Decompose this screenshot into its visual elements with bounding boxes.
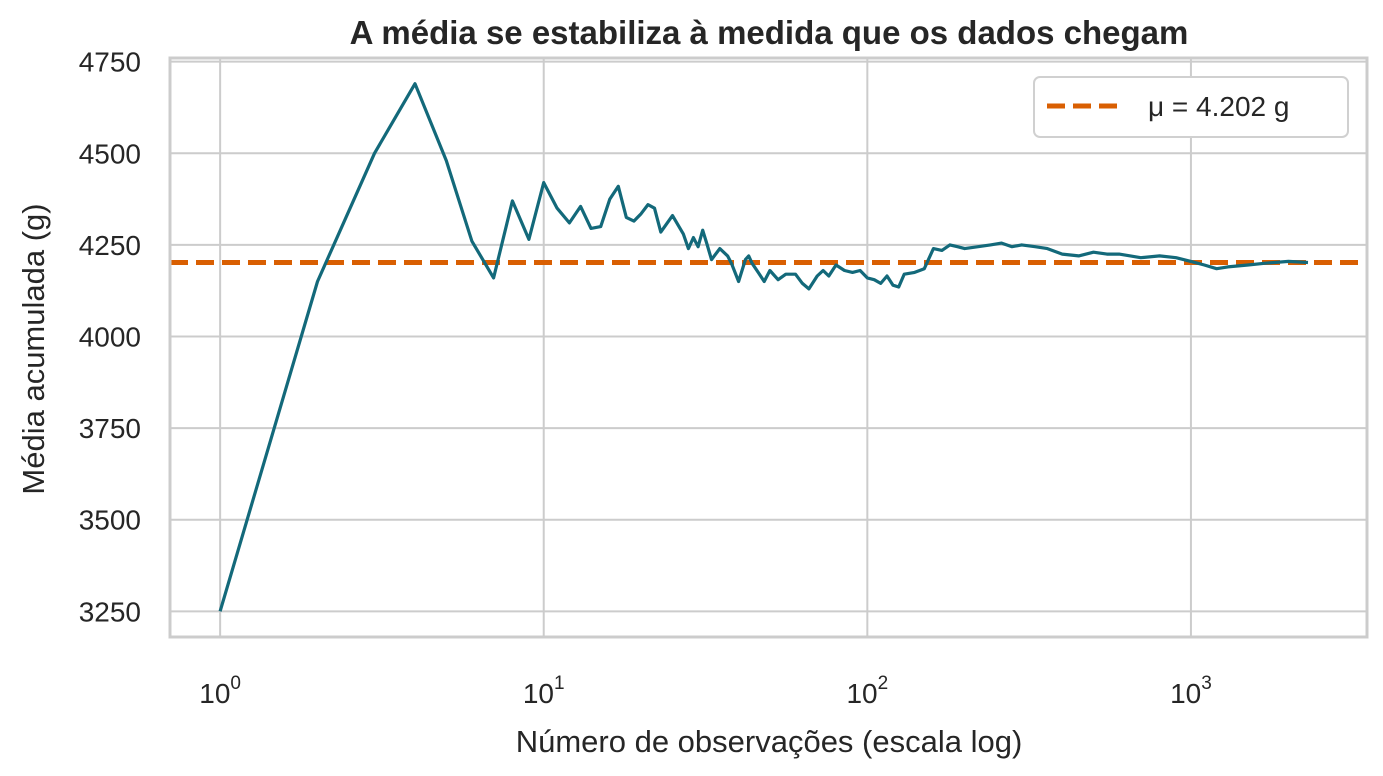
x-tick-exp-3: 3 bbox=[1201, 673, 1212, 694]
series-line-0 bbox=[218, 82, 1309, 612]
grid bbox=[170, 58, 1367, 637]
x-tick-exp-1: 1 bbox=[554, 673, 565, 694]
x-tick-exp-2: 2 bbox=[878, 673, 889, 694]
y-tick-label-0: 3250 bbox=[79, 596, 141, 627]
x-tick-label-1: 101 bbox=[523, 673, 565, 709]
x-tick-labels: 100 101 102 103 bbox=[199, 673, 1212, 709]
x-tick-base-3: 10 bbox=[1170, 678, 1201, 709]
chart-title: A média se estabiliza à medida que os da… bbox=[350, 14, 1189, 51]
series-layer bbox=[218, 82, 1309, 612]
legend-box bbox=[1033, 76, 1349, 138]
legend-label-reference: μ = 4.202 g bbox=[1148, 91, 1289, 122]
y-tick-label-1: 3500 bbox=[79, 505, 141, 536]
y-tick-label-2: 3750 bbox=[79, 413, 141, 444]
x-tick-base-2: 10 bbox=[846, 678, 877, 709]
x-tick-base-1: 10 bbox=[523, 678, 554, 709]
x-tick-label-2: 102 bbox=[846, 673, 888, 709]
legend: μ = 4.202 g bbox=[1033, 76, 1349, 138]
x-axis-label: Número de observações (escala log) bbox=[516, 724, 1023, 759]
x-tick-label-0: 100 bbox=[199, 673, 241, 709]
y-tick-label-5: 4500 bbox=[79, 138, 141, 169]
y-tick-label-4: 4250 bbox=[79, 230, 141, 261]
y-tick-labels: 3250 3500 3750 4000 4250 4500 4750 bbox=[79, 47, 141, 628]
x-tick-exp-0: 0 bbox=[230, 673, 241, 694]
y-tick-label-6: 4750 bbox=[79, 47, 141, 78]
x-tick-base-0: 10 bbox=[199, 678, 230, 709]
y-axis-label: Média acumulada (g) bbox=[16, 203, 51, 494]
y-tick-label-3: 4000 bbox=[79, 322, 141, 353]
axes-frame bbox=[168, 56, 1369, 639]
plot-area bbox=[168, 56, 1369, 639]
x-tick-label-3: 103 bbox=[1170, 673, 1212, 709]
